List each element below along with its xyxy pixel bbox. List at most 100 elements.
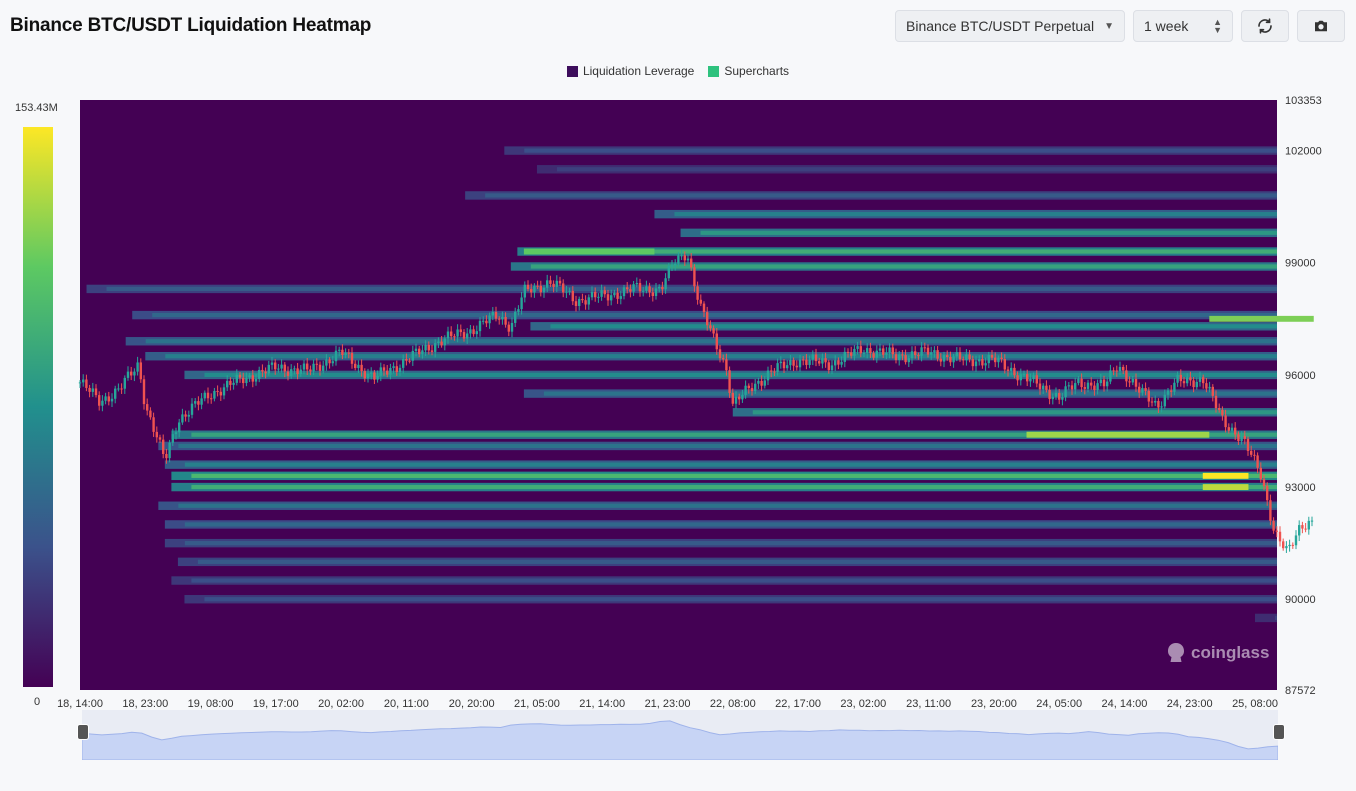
candle-body: [142, 379, 146, 405]
candle-body: [290, 369, 293, 376]
candle-body: [411, 350, 414, 361]
candle-body: [261, 369, 264, 372]
candle-body: [526, 284, 530, 290]
candle-body: [1218, 408, 1221, 410]
candle-body: [1307, 520, 1310, 530]
candle-body: [808, 359, 811, 365]
navigator-left-handle[interactable]: [77, 724, 89, 740]
candle-body: [1150, 401, 1154, 403]
legend-item-2[interactable]: Supercharts: [708, 64, 789, 78]
candle-body: [744, 385, 747, 395]
candle-body: [731, 392, 734, 404]
candle-body: [1102, 379, 1106, 387]
candle-body: [174, 432, 178, 435]
candle-body: [462, 332, 466, 339]
candle-body: [1189, 377, 1192, 381]
candle-body: [1259, 467, 1262, 480]
candle-body: [840, 361, 843, 365]
candle-body: [792, 360, 795, 366]
candle-body: [1029, 379, 1032, 382]
navigator-right-handle[interactable]: [1273, 724, 1285, 740]
candle-body: [283, 364, 286, 372]
candle-body: [770, 370, 773, 372]
range-navigator[interactable]: [81, 710, 1279, 761]
x-tick-label: 20, 20:00: [449, 698, 495, 710]
candle-body: [354, 363, 357, 369]
candle-body: [670, 265, 674, 267]
legend-item-1[interactable]: Liquidation Leverage: [566, 64, 694, 78]
candle-body: [178, 422, 181, 433]
candle-body: [958, 352, 962, 360]
candle-body: [904, 355, 907, 363]
updown-chevron-icon: ▲ ▼: [1213, 17, 1222, 35]
candle-body: [757, 380, 760, 384]
x-tick-label: 22, 17:00: [775, 698, 821, 710]
candle-body: [194, 401, 197, 404]
candle-body: [933, 350, 936, 353]
heat-hotspot-2: [1202, 472, 1249, 479]
time-range-select[interactable]: 1 week ▲ ▼: [1133, 10, 1233, 42]
candle-body: [1176, 374, 1179, 383]
candle-body: [818, 361, 821, 364]
candle-body: [382, 367, 386, 371]
candle-body: [1202, 377, 1205, 384]
candle-body: [1051, 396, 1054, 400]
candle-body: [1000, 357, 1003, 360]
candle-body: [203, 392, 206, 399]
candle-body: [139, 362, 142, 380]
candle-body: [779, 361, 782, 364]
exchange-pair-value: Binance BTC/USDT Perpetual: [906, 18, 1095, 34]
candle-body: [270, 362, 274, 365]
candle-body: [408, 360, 411, 362]
candle-body: [891, 347, 894, 355]
candle-body: [126, 371, 130, 378]
watermark-text: coinglass: [1191, 643, 1270, 662]
candle-body: [280, 364, 283, 369]
candle-body: [523, 284, 526, 298]
candle-body: [517, 309, 520, 312]
candle-body: [888, 347, 891, 353]
candle-body: [120, 388, 123, 390]
candle-body: [750, 388, 754, 392]
candle-body: [1246, 438, 1250, 451]
candle-body: [104, 396, 107, 401]
candle-body: [366, 373, 370, 379]
candle-body: [661, 286, 664, 290]
screenshot-button[interactable]: [1297, 10, 1345, 42]
candle-body: [574, 301, 578, 306]
candle-body: [805, 359, 808, 365]
candle-body: [430, 350, 434, 352]
candle-body: [741, 394, 744, 400]
candle-body: [1224, 415, 1227, 428]
candle-body: [930, 352, 933, 355]
liquidation-heatmap-chart[interactable]: 103353 102000 99000 96000 93000 90000 87572 18,…: [0, 90, 1356, 710]
candle-body: [1090, 382, 1093, 386]
candle-body: [469, 329, 472, 334]
refresh-button[interactable]: [1241, 10, 1289, 42]
candle-body: [322, 365, 325, 371]
candle-body: [1266, 485, 1269, 501]
candle-body: [1074, 383, 1077, 390]
candle-body: [635, 283, 638, 285]
exchange-pair-select[interactable]: Binance BTC/USDT Perpetual ▼: [895, 10, 1125, 42]
candle-body: [1227, 427, 1230, 431]
candle-body: [213, 390, 216, 399]
candle-body: [952, 356, 955, 363]
candle-body: [200, 398, 203, 405]
x-tick-label: 21, 14:00: [579, 698, 625, 710]
candle-body: [501, 317, 504, 320]
candle-body: [440, 341, 443, 346]
candle-body: [1211, 386, 1214, 396]
candle-body: [1192, 380, 1195, 388]
watermark: coinglass: [1166, 642, 1269, 664]
candle-body: [373, 372, 376, 380]
heat-band-core-10: [550, 324, 1277, 329]
x-tick-label: 22, 08:00: [710, 698, 756, 710]
candle-body: [286, 371, 290, 376]
candle-body: [578, 298, 581, 306]
candle-body: [834, 360, 837, 366]
heat-band-core-8: [106, 286, 1277, 292]
candle-body: [872, 353, 875, 358]
candle-body: [312, 363, 315, 372]
candle-body: [546, 280, 549, 288]
